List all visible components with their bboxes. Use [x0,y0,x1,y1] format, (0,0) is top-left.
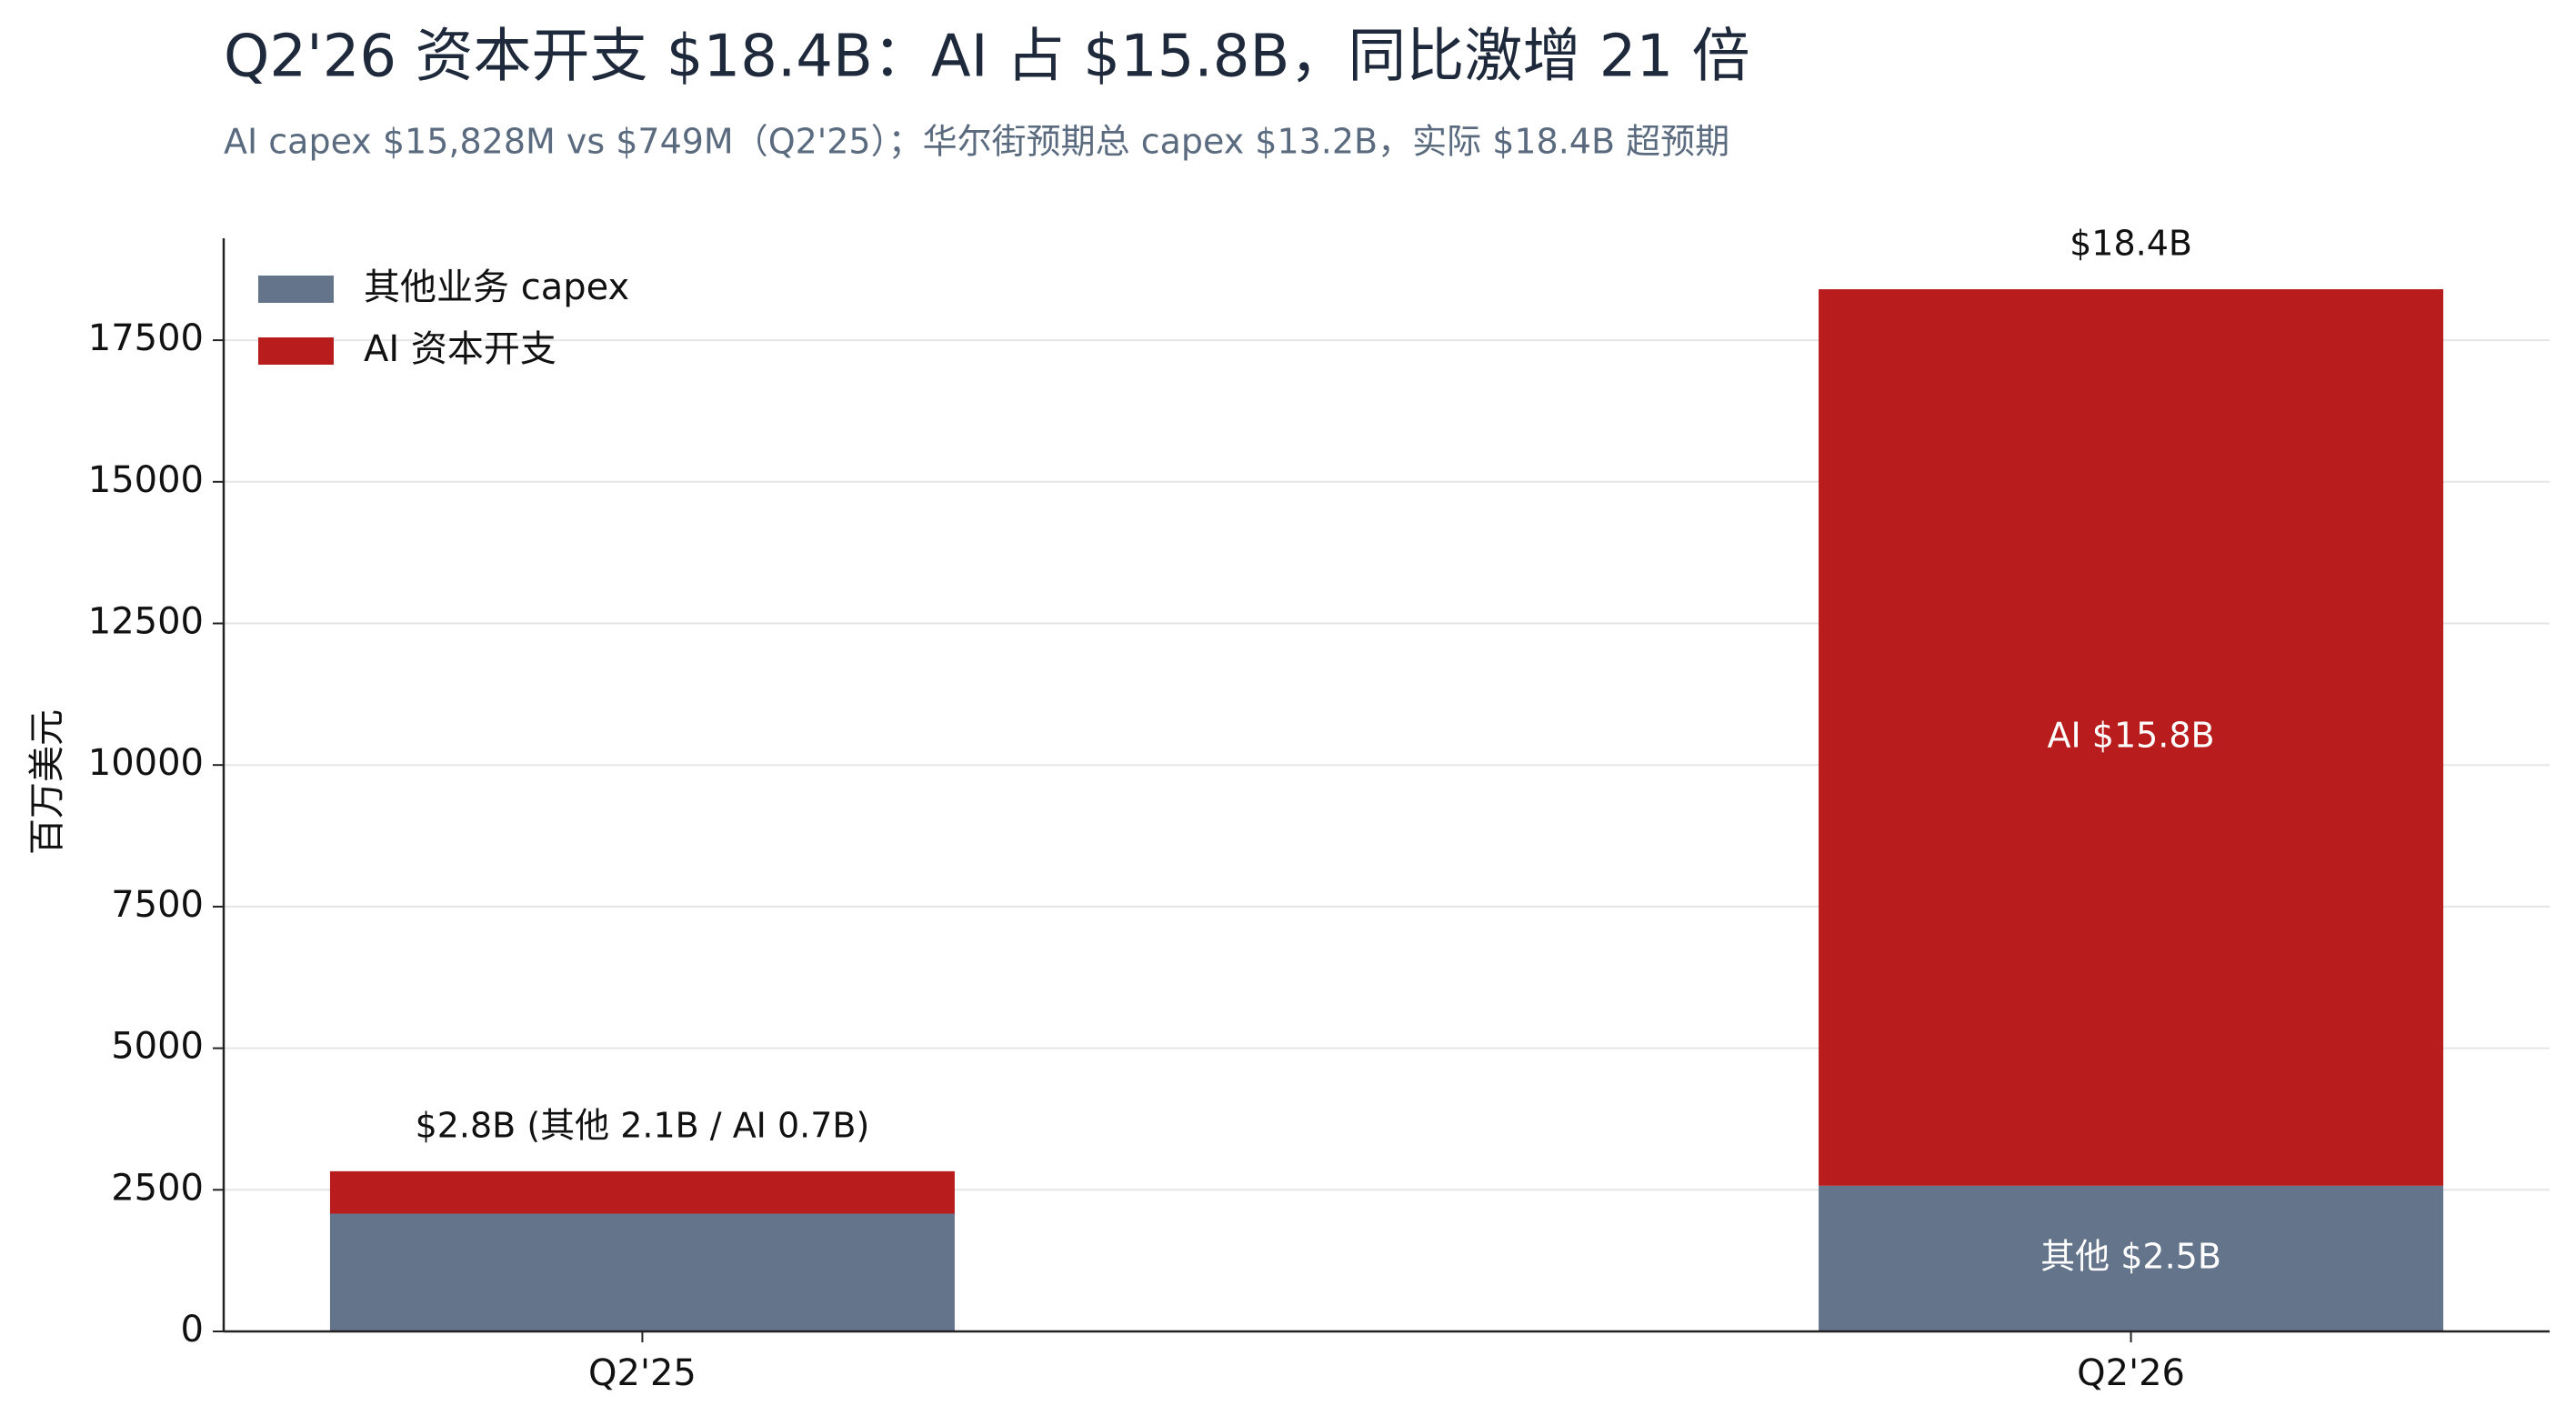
total-label: $18.4B [2070,224,2192,264]
chart-title: Q2'26 资本开支 $18.4B：AI 占 $15.8B，同比激增 21 倍 [224,24,1750,91]
y-tick-label: 7500 [111,884,204,926]
total-label: $2.8B (其他 2.1B / AI 0.7B) [416,1105,870,1145]
y-tick-label: 2500 [111,1167,204,1209]
segment-label: AI $15.8B [2047,715,2214,755]
legend-swatch [258,337,334,365]
bar-segment [1819,289,2444,1186]
y-tick-label: 10000 [88,742,204,784]
y-tick-label: 12500 [88,601,204,643]
legend-swatch [258,276,334,303]
legend-label: AI 资本开支 [364,328,556,370]
chart-subtitle: AI capex $15,828M vs $749M（Q2'25）；华尔街预期总… [224,122,1729,162]
y-tick-label: 5000 [111,1026,204,1068]
bar-segment [329,1213,955,1331]
y-tick-label: 0 [181,1309,204,1351]
x-tick-label: Q2'25 [588,1352,697,1394]
y-tick-label: 17500 [88,317,204,359]
bar-segment [329,1170,955,1214]
legend-label: 其他业务 capex [364,266,629,308]
bar-segment [1819,1185,2444,1331]
y-axis-label: 百万美元 [26,709,68,855]
x-tick-label: Q2'26 [2077,1352,2185,1394]
y-tick-label: 15000 [88,459,204,501]
segment-label: 其他 $2.5B [2040,1236,2221,1276]
